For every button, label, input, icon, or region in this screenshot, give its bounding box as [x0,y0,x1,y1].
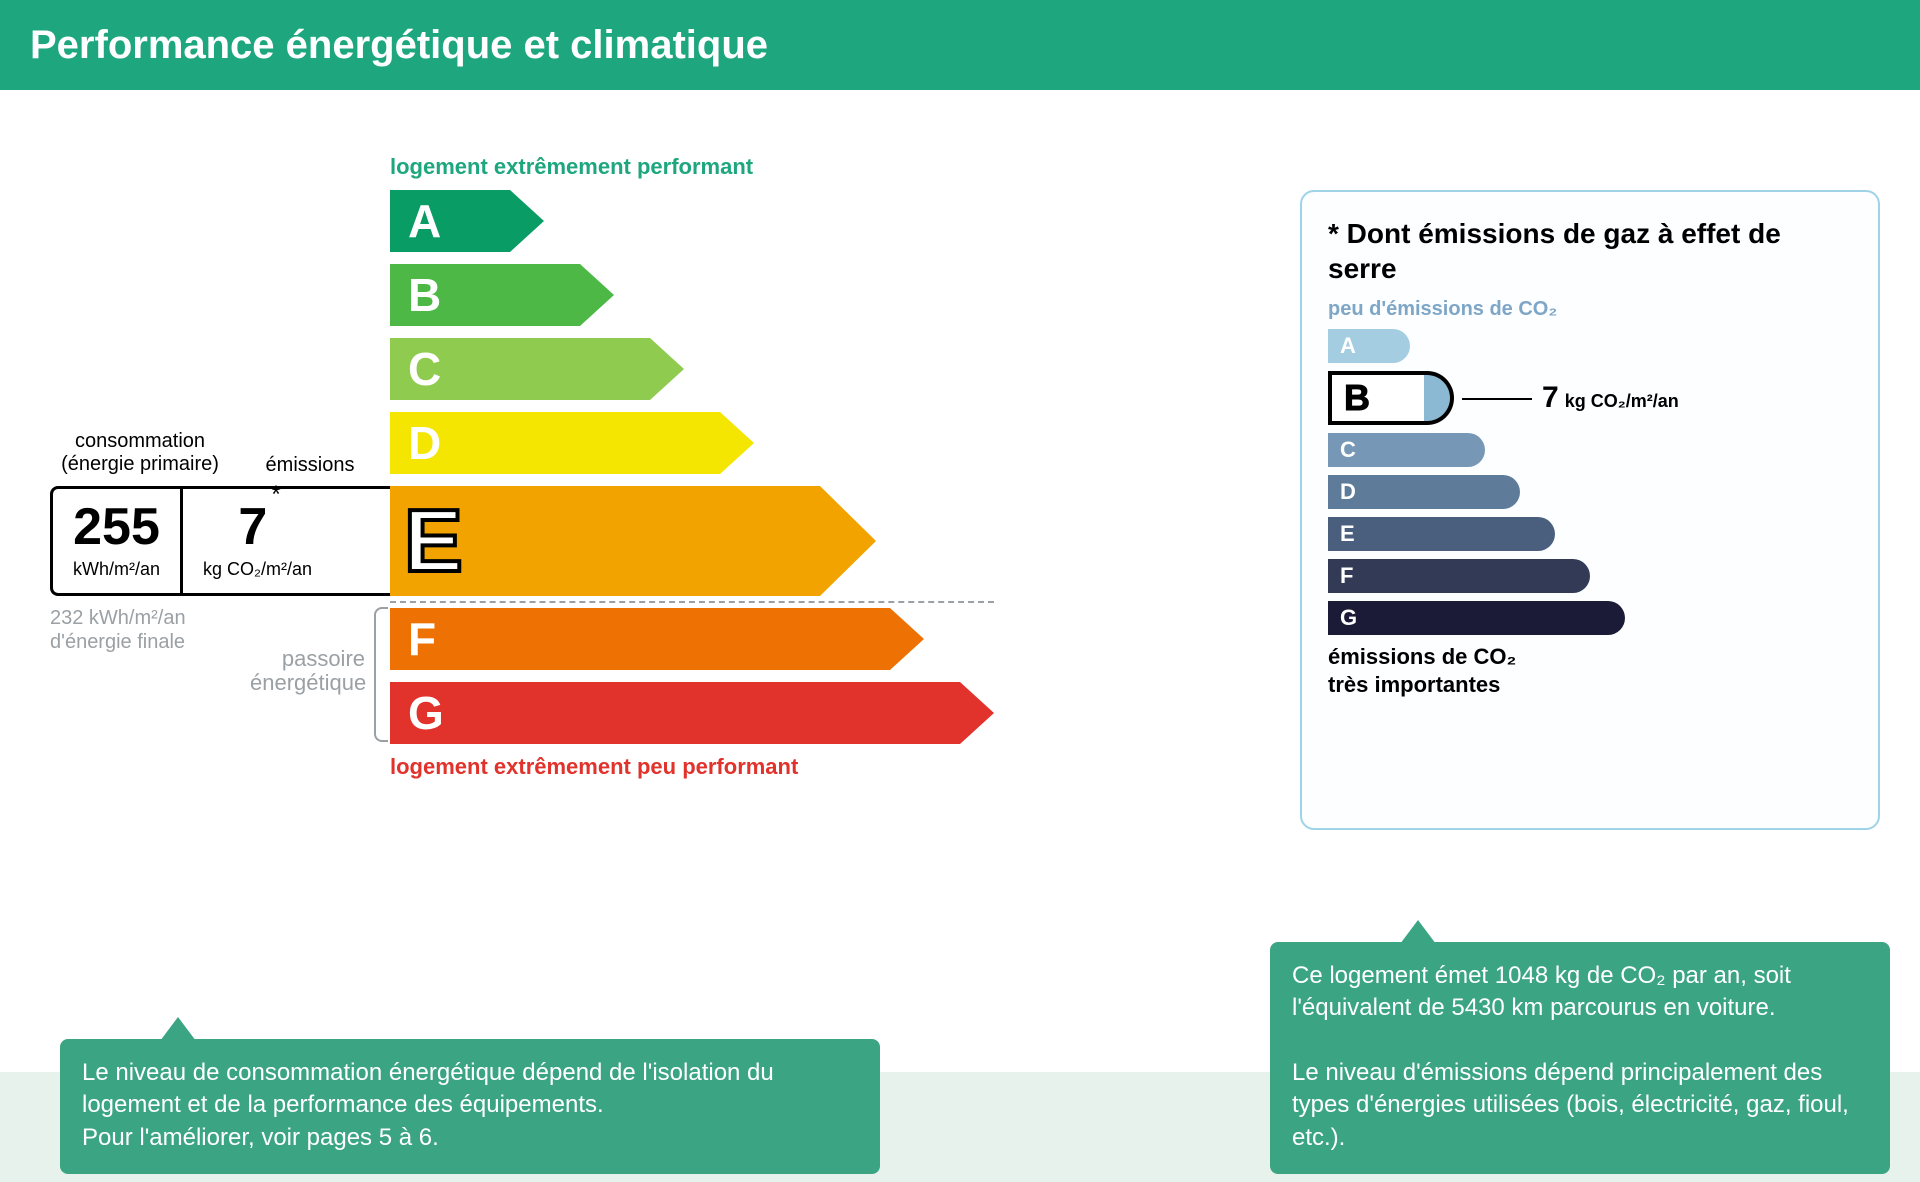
callout-ges: Ce logement émet 1048 kg de CO₂ par an, … [1270,942,1890,1174]
arrow-tip-icon [580,264,614,326]
ges-bar-cap-icon [1463,433,1485,467]
ges-bar-a: A [1328,329,1852,363]
energy-bar-d: D [390,412,754,474]
consumption-value: 255 [73,501,160,553]
ges-top-caption: peu d'émissions de CO₂ [1328,298,1852,321]
ges-bar-c: C [1328,433,1852,467]
energy-bar-b: B [390,264,614,326]
value-box: 255 kWh/m²/an 7* kg CO₂/m²/an [50,486,390,596]
callout-ges-text: Ce logement émet 1048 kg de CO₂ par an, … [1292,960,1868,1154]
ges-bar-label: B [1328,371,1428,425]
energy-bar-g: G [390,682,994,744]
ges-bar-g: G [1328,601,1852,635]
ges-bar-cap-icon [1603,601,1625,635]
energy-bar-label: G [390,682,960,744]
emissions-unit: kg CO₂/m²/an [203,559,312,580]
consumption-header: consommation(énergie primaire) [45,430,235,476]
passoire-bracket [374,607,388,742]
energy-chart: logement extrêmement performant consomma… [20,110,1200,970]
ges-bar-label: E [1328,517,1533,551]
energy-bar-c: C [390,338,684,400]
ges-bar-e: E [1328,517,1852,551]
ges-bars-container: ABCDEFG 7kg CO₂/m²/an [1328,329,1852,635]
ges-title: * Dont émissions de gaz à effet de serre [1328,216,1852,286]
ges-bar-cap-icon [1568,559,1590,593]
emissions-star: * [271,481,280,508]
page-title: Performance énergétique et climatique [30,23,768,68]
ges-bar-cap-icon [1388,329,1410,363]
ges-bar-label: G [1328,601,1603,635]
passoire-divider [390,601,994,603]
ges-bar-label: D [1328,475,1498,509]
ges-bar-d: D [1328,475,1852,509]
ges-bar-cap-icon [1498,475,1520,509]
arrow-tip-icon [890,608,924,670]
ges-value-connector [1462,398,1532,400]
callout-energy: Le niveau de consommation énergétique dé… [60,1039,880,1174]
energy-bar-f: F [390,608,924,670]
emissions-header: émissions [240,454,380,477]
energy-bar-label: A [390,190,510,252]
finale-note: 232 kWh/m²/and'énergie finale [50,606,186,654]
ges-bar-label: A [1328,329,1388,363]
header-bar: Performance énergétique et climatique [0,0,1920,90]
callout-pointer-icon [1400,920,1436,944]
arrow-tip-icon [650,338,684,400]
emissions-value-wrap: 7* [238,501,276,553]
main-area: logement extrêmement performant consomma… [0,90,1920,1182]
emissions-cell: 7* kg CO₂/m²/an [180,489,332,593]
energy-bar-label: C [390,338,650,400]
energy-bar-label: D [390,412,720,474]
arrow-tip-icon [720,412,754,474]
arrow-tip-icon [510,190,544,252]
energy-bar-label: F [390,608,890,670]
callout-pointer-icon [160,1017,196,1041]
ges-bar-label: C [1328,433,1463,467]
ges-bar-f: F [1328,559,1852,593]
ges-bar-cap-icon [1533,517,1555,551]
arrow-tip-icon [820,486,876,596]
energy-bar-a: A [390,190,544,252]
ges-panel: * Dont émissions de gaz à effet de serre… [1300,190,1880,830]
arrow-tip-icon [960,682,994,744]
ges-bar-cap-icon [1424,371,1454,425]
energy-bar-label: E [390,486,820,596]
consumption-cell: 255 kWh/m²/an [53,489,180,593]
ges-bar-label: F [1328,559,1568,593]
passoire-label: passoireénergétique [250,647,365,695]
ges-bottom-caption: émissions de CO₂très importantes [1328,643,1852,698]
energy-bottom-caption: logement extrêmement peu performant [390,754,798,780]
consumption-unit: kWh/m²/an [73,559,160,580]
callout-energy-text: Le niveau de consommation énergétique dé… [82,1057,858,1154]
emissions-value: 7 [238,498,267,556]
energy-bar-label: B [390,264,580,326]
energy-bar-e: E [390,486,876,596]
ges-value: 7kg CO₂/m²/an [1542,381,1679,415]
energy-top-caption: logement extrêmement performant [390,154,753,180]
